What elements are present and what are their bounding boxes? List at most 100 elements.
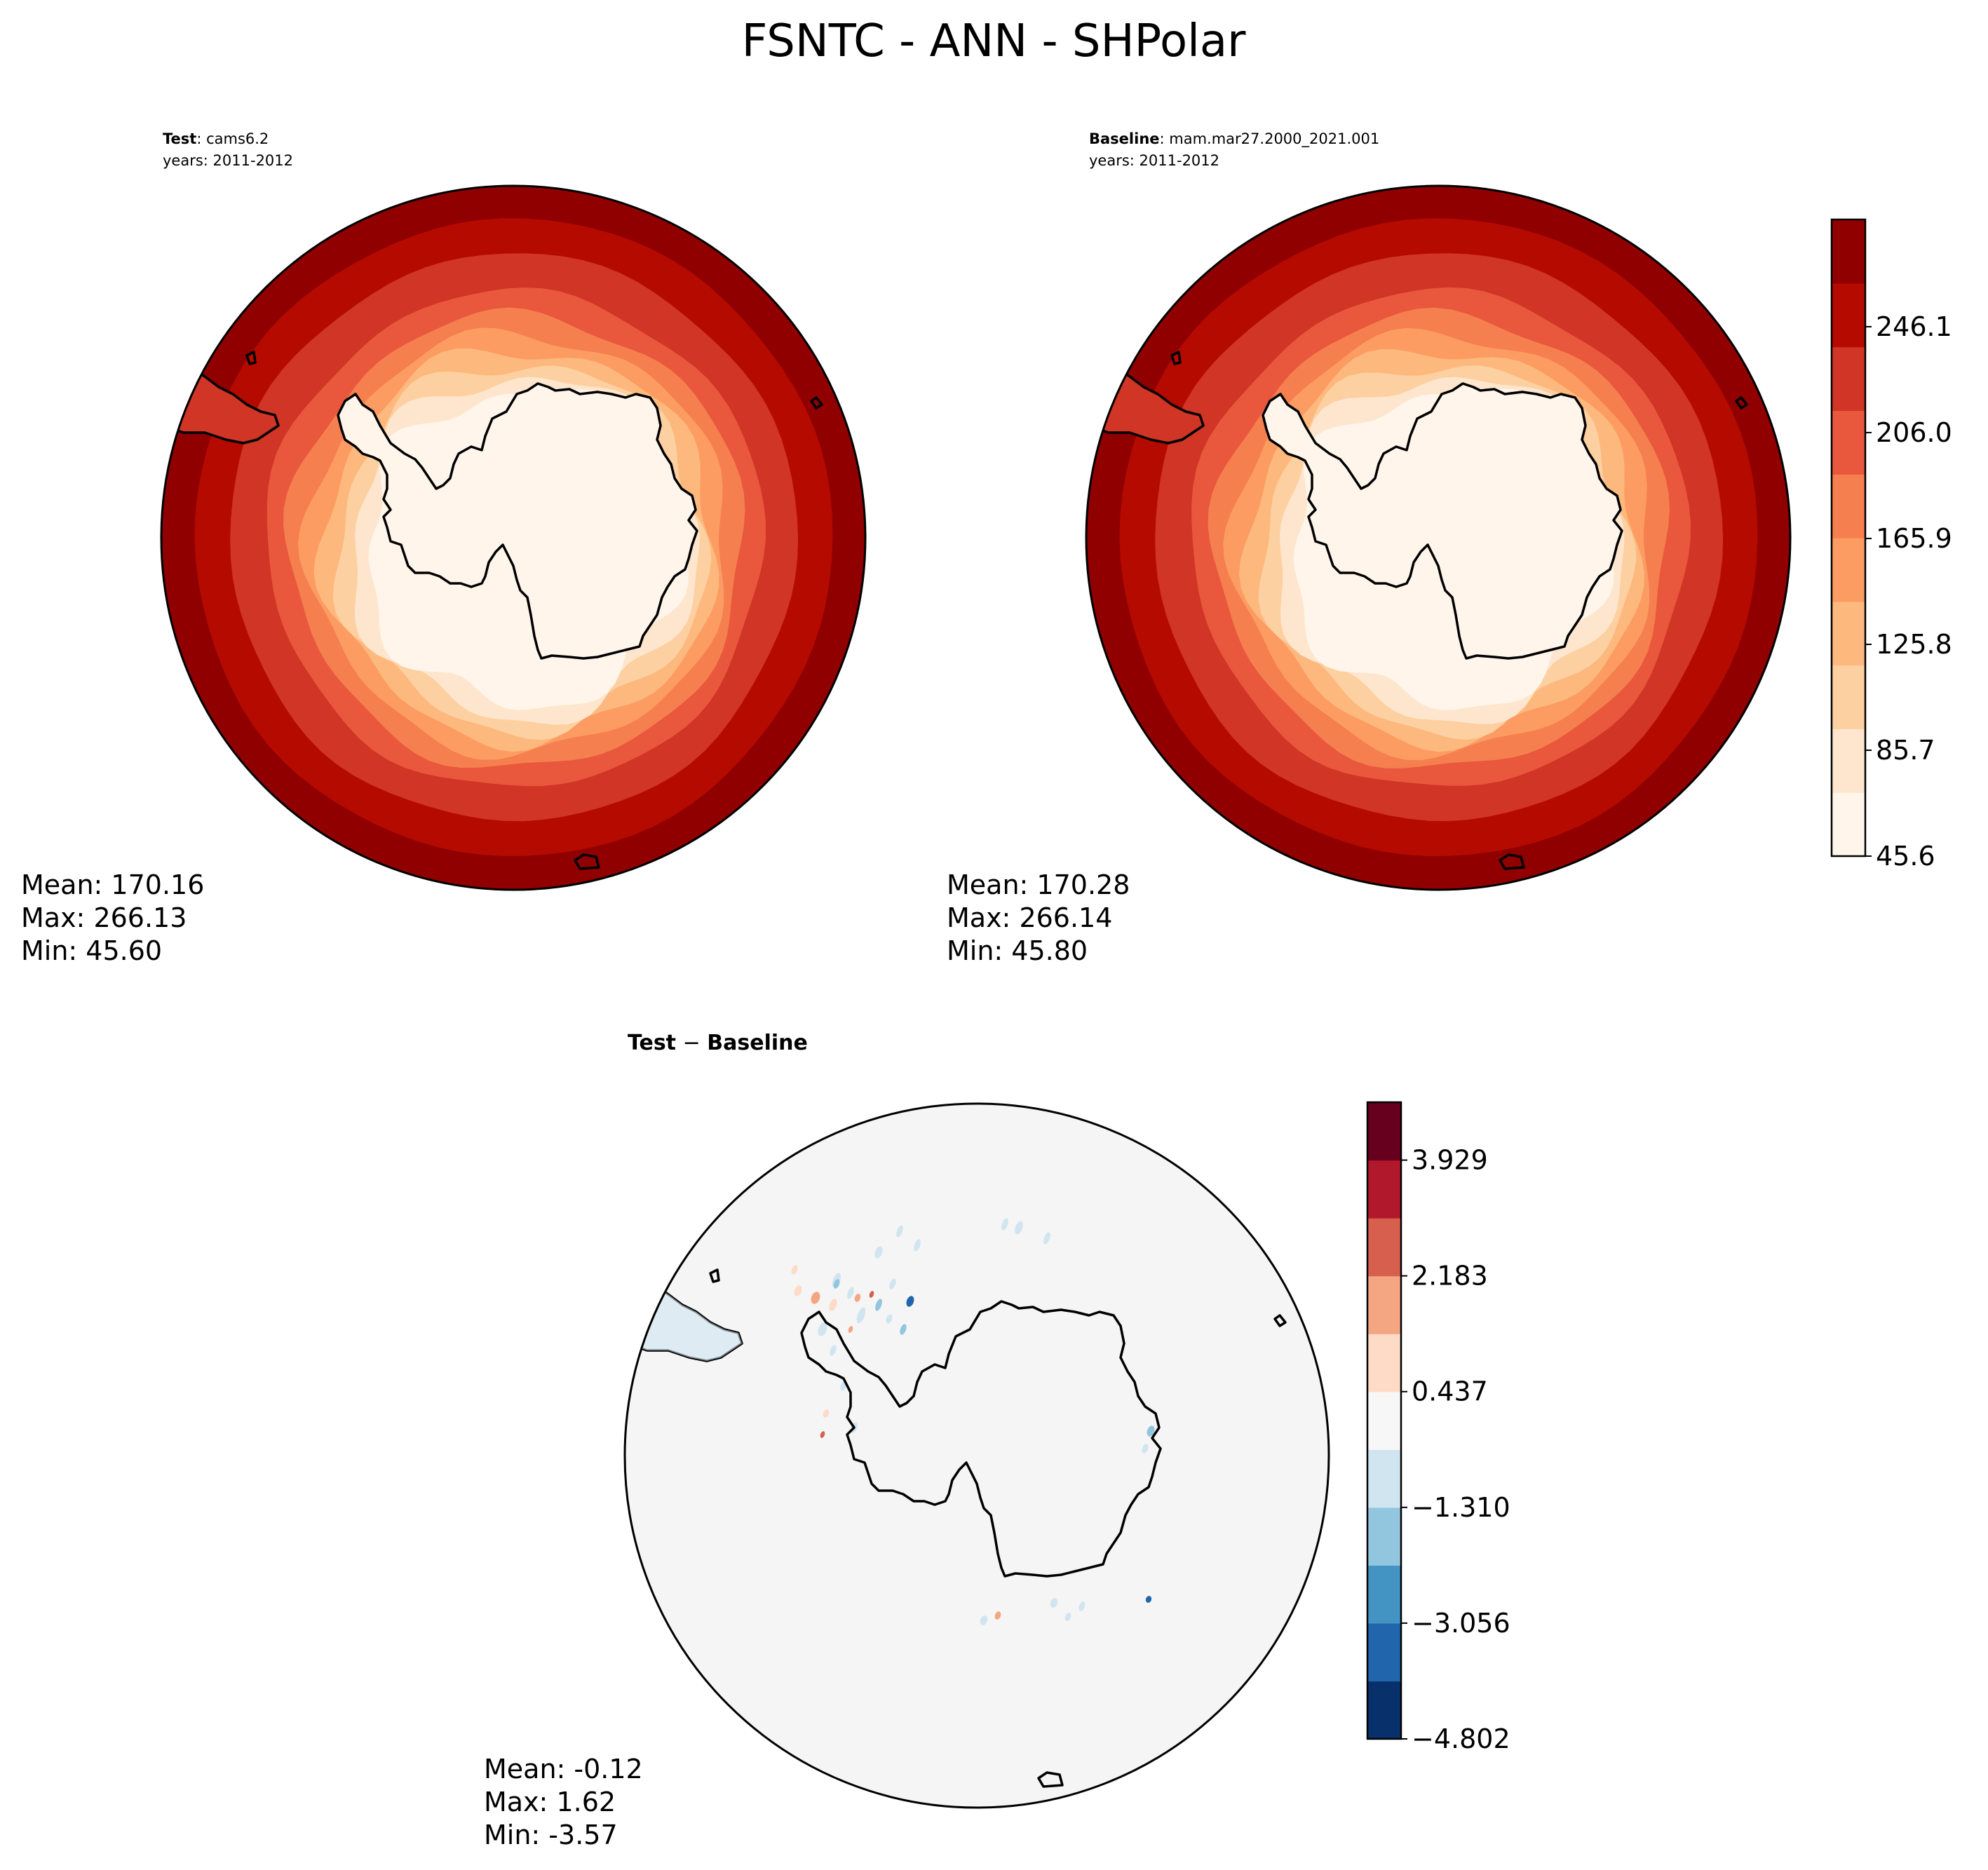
- colorbar-diff: −4.802 −3.056 −1.310 0.437 2.183 3.929: [1366, 1101, 1510, 1754]
- test-map: [161, 186, 865, 890]
- baseline-label-bold: Baseline: [1089, 130, 1160, 147]
- anomaly-patch: [794, 1285, 802, 1296]
- diff-max: Max: 1.62: [484, 1787, 616, 1817]
- colorbar-segment: [1832, 601, 1865, 666]
- colorbar-tick-label: 206.0: [1876, 417, 1952, 448]
- anomaly-patch: [1043, 1232, 1050, 1245]
- anomaly-patch: [1064, 1613, 1071, 1621]
- anomaly-patch: [818, 1322, 827, 1336]
- diff-map: [625, 1104, 1329, 1808]
- anomaly-patch: [833, 1279, 840, 1289]
- anomaly-patch: [791, 1265, 798, 1275]
- anomaly-patch: [1015, 1221, 1023, 1235]
- colorbar-segment: [1832, 665, 1865, 729]
- anomaly-patch: [1147, 1425, 1155, 1437]
- baseline-mean: Mean: 170.28: [947, 869, 1130, 900]
- anomaly-patch: [830, 1345, 837, 1356]
- test-label: Test: cams6.2: [163, 130, 269, 147]
- baseline-years: years: 2011-2012: [1089, 152, 1219, 169]
- baseline-max: Max: 266.14: [947, 902, 1112, 933]
- colorbar-tick-label: 45.6: [1876, 841, 1935, 872]
- baseline-panel: Baseline: mam.mar27.2000_2021.001 years:…: [947, 130, 1792, 966]
- anomaly-patch: [900, 1324, 907, 1335]
- baseline-label: Baseline: mam.mar27.2000_2021.001: [1089, 130, 1379, 148]
- test-min: Min: 45.60: [21, 935, 162, 966]
- anomaly-patch: [848, 1326, 853, 1333]
- anomaly-patch: [875, 1299, 882, 1311]
- test-map-boundary: [160, 184, 867, 891]
- diff-min: Min: -3.57: [484, 1820, 618, 1850]
- anomaly-patch: [886, 1314, 893, 1324]
- colorbar-tick-label: 85.7: [1876, 735, 1935, 766]
- anomaly-patch: [980, 1615, 988, 1625]
- diff-background: [625, 1104, 1329, 1808]
- anomaly-patch: [1145, 1596, 1152, 1603]
- diff-title-test: Test: [628, 1031, 676, 1055]
- test-mean: Mean: 170.16: [21, 869, 204, 900]
- colorbar-segment: [1832, 410, 1865, 475]
- anomaly-patch: [1050, 1598, 1058, 1608]
- anomaly-patch: [1142, 1444, 1149, 1454]
- baseline-map: [1086, 186, 1790, 890]
- figure-title: FSNTC - ANN - SHPolar: [742, 15, 1247, 67]
- baseline-label-rest: : mam.mar27.2000_2021.001: [1160, 130, 1380, 148]
- colorbar-segment: [1832, 346, 1865, 411]
- colorbar-segment: [1367, 1218, 1401, 1277]
- colorbar-segment: [1367, 1275, 1401, 1334]
- colorbar-segment: [1367, 1391, 1401, 1450]
- anomaly-patch: [823, 1409, 830, 1418]
- colorbar-tick-label: 125.8: [1876, 629, 1952, 660]
- anomaly-patch: [874, 1246, 883, 1259]
- diff-mean: Mean: -0.12: [484, 1754, 643, 1784]
- colorbar-main: 45.6 85.7 125.8 165.9 206.0 246.1: [1830, 218, 1952, 872]
- diff-map-boundary: [623, 1102, 1330, 1809]
- test-max: Max: 266.13: [21, 902, 187, 933]
- colorbar-tick-label: −1.310: [1412, 1492, 1510, 1523]
- colorbar-segment: [1367, 1449, 1401, 1508]
- colorbar-tick-label: −4.802: [1412, 1723, 1510, 1754]
- test-label-rest: : cams6.2: [196, 130, 269, 147]
- colorbar-segment: [1832, 219, 1865, 284]
- diff-title-baseline: Baseline: [707, 1031, 808, 1055]
- diff-title: Test − Baseline: [628, 1031, 808, 1055]
- colorbar-segment: [1367, 1681, 1401, 1740]
- colorbar-segment: [1367, 1334, 1401, 1393]
- colorbar-segment: [1367, 1507, 1401, 1566]
- colorbar-tick-label: 3.929: [1412, 1145, 1488, 1176]
- anomaly-patch: [854, 1294, 861, 1302]
- anomaly-patch: [906, 1296, 914, 1307]
- colorbar-tick-label: 165.9: [1876, 523, 1952, 554]
- colorbar-tick-label: 0.437: [1412, 1376, 1488, 1407]
- colorbar-tick-label: −3.056: [1412, 1608, 1510, 1639]
- anomaly-patch: [1078, 1601, 1086, 1611]
- diff-panel: Test − Baseline Mean: -0.12 Max: 1.62 Mi…: [484, 1031, 1330, 1850]
- colorbar-segment: [1367, 1160, 1401, 1219]
- colorbar-frame: [1366, 1101, 1402, 1740]
- anomaly-patch: [829, 1299, 837, 1311]
- test-years: years: 2011-2012: [163, 152, 293, 169]
- anomaly-patch: [994, 1611, 1001, 1620]
- colorbar-segment: [1832, 729, 1865, 793]
- colorbar-segment: [1367, 1622, 1401, 1682]
- anomaly-patch: [869, 1291, 874, 1298]
- test-panel: Test: cams6.2 years: 2011-2012 Mean: 170…: [21, 130, 867, 966]
- colorbar-segment: [1832, 792, 1865, 857]
- anomaly-patch: [1001, 1218, 1008, 1231]
- colorbar-segment: [1832, 474, 1865, 538]
- anomaly-patch: [811, 1292, 820, 1304]
- anomaly-patch: [820, 1431, 825, 1438]
- colorbar-segment: [1367, 1102, 1401, 1161]
- baseline-map-boundary: [1085, 184, 1792, 891]
- baseline-min: Min: 45.80: [947, 935, 1088, 966]
- colorbar-segment: [1832, 283, 1865, 348]
- anomaly-patch: [847, 1287, 854, 1299]
- diff-title-minus: −: [676, 1031, 707, 1055]
- anomaly-patch: [896, 1225, 903, 1238]
- anomaly-patch: [914, 1239, 921, 1252]
- test-label-bold: Test: [163, 130, 196, 147]
- anomaly-patch: [856, 1307, 866, 1324]
- colorbar-segment: [1832, 538, 1865, 602]
- anomaly-patch: [889, 1278, 896, 1289]
- colorbar-segment: [1367, 1565, 1401, 1624]
- colorbar-tick-label: 2.183: [1412, 1261, 1488, 1292]
